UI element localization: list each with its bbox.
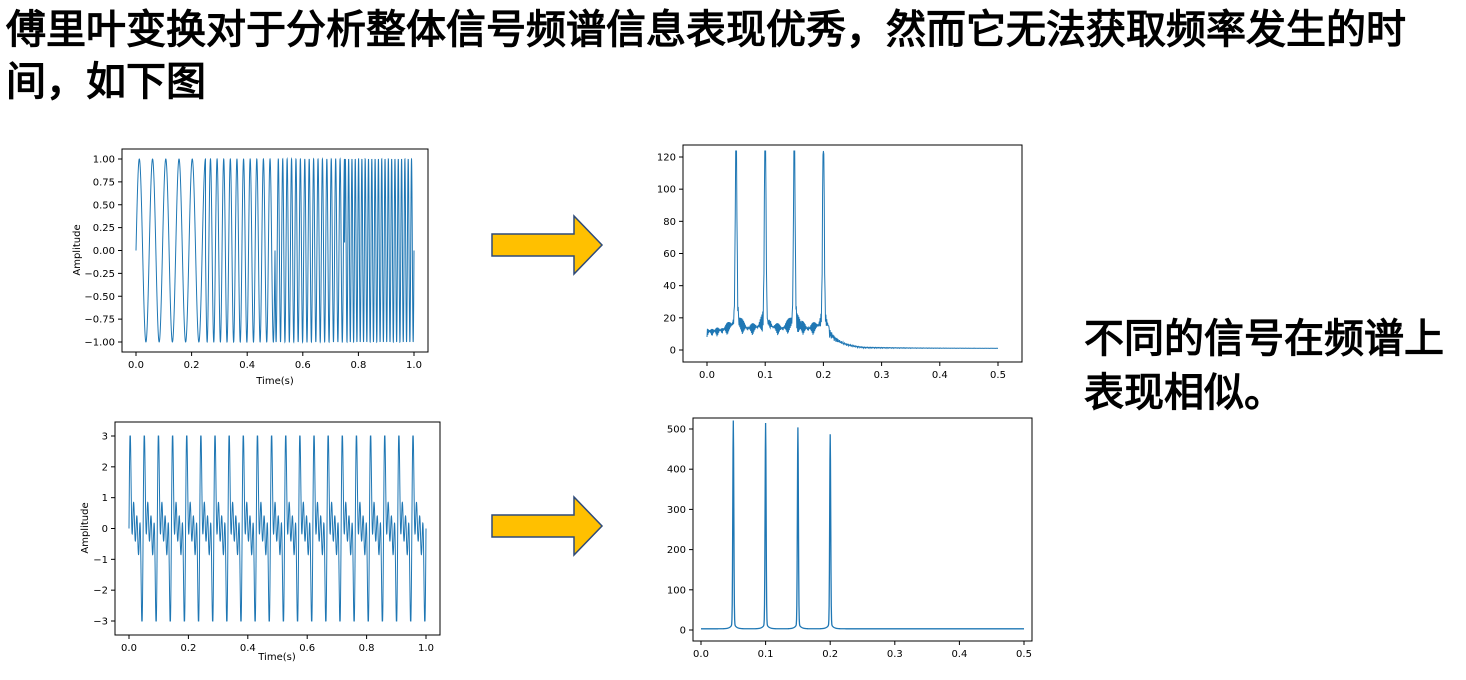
x-tick-label: 0.5 — [1016, 649, 1032, 660]
y-tick-label: 60 — [663, 249, 676, 260]
signal-plot-piecewise-svg: 1.00 0.75 0.50 0.25 0.00 −0.25 −0.50 −0.75 −1.00… — [72, 148, 429, 387]
y-tick-label: 20 — [663, 313, 676, 324]
spectrum-plot-b: 500 400 300 200 100 0 0.0 0.1 0.2 0.3 0.4 0.5 — [640, 412, 1040, 662]
x-tick-label: 1.0 — [418, 643, 434, 654]
x-tick-label: 0.8 — [359, 643, 375, 654]
right-arrow-icon — [491, 214, 604, 276]
y-tick-label: 1 — [102, 493, 108, 504]
y-tick-label: 0 — [102, 524, 108, 535]
x-tick-label: 0.4 — [240, 643, 256, 654]
x-tick-label: 0.0 — [128, 360, 144, 371]
y-tick-label: 200 — [667, 545, 686, 556]
y-tick-label: 300 — [667, 505, 686, 516]
x-tick-label: 0.6 — [295, 360, 311, 371]
x-tick-label: 0.8 — [350, 360, 366, 371]
x-tick-label: 0.3 — [874, 370, 890, 381]
y-tick-label: 40 — [663, 281, 676, 292]
y-tick-label: −0.25 — [84, 269, 115, 280]
signal-line — [135, 157, 415, 344]
signal-line — [128, 435, 427, 622]
plot-frame — [692, 417, 1033, 642]
x-tick-label: 0.2 — [822, 649, 838, 660]
x-tick-label: 0.2 — [180, 643, 196, 654]
y-tick-label: 3 — [102, 432, 108, 443]
y-tick-label: 1.00 — [93, 155, 115, 166]
spectrum-plot-b-svg: 500 400 300 200 100 0 0.0 0.1 0.2 0.3 0.4 0.5 — [667, 417, 1033, 660]
y-tick-label: 0.50 — [93, 200, 115, 211]
y-tick-label: −1.00 — [84, 338, 115, 349]
spectrum-line — [706, 150, 999, 350]
x-tick-label: 0.6 — [299, 643, 315, 654]
y-tick-label: 0.25 — [93, 223, 115, 234]
signal-plot-piecewise: 1.00 0.75 0.50 0.25 0.00 −0.25 −0.50 −0.75 −1.00… — [56, 140, 446, 400]
y-tick-label: 500 — [667, 425, 686, 436]
spectrum-plot-a: 120 100 80 60 40 20 0 0.0 0.1 0.2 0.3 0.4 0.5 — [640, 140, 1040, 385]
y-tick-label: 400 — [667, 465, 686, 476]
y-tick-label: 0.75 — [93, 177, 115, 188]
x-tick-label: 0.1 — [757, 370, 773, 381]
x-axis-label: Time(s) — [255, 376, 294, 387]
x-tick-label: 0.1 — [758, 649, 774, 660]
y-tick-label: −2 — [93, 586, 108, 597]
x-tick-label: 0.0 — [693, 649, 709, 660]
side-note: 不同的信号在频谱上表现相似。 — [1084, 316, 1444, 416]
plot-frame — [682, 144, 1023, 363]
y-axis-label: Amplitude — [72, 224, 83, 275]
y-tick-label: −0.75 — [84, 315, 115, 326]
spectrum-plot-a-svg: 120 100 80 60 40 20 0 0.0 0.1 0.2 0.3 0.4 0.5 — [657, 144, 1023, 381]
y-tick-label: 100 — [667, 585, 686, 596]
x-tick-label: 0.2 — [815, 370, 831, 381]
spectrum-line — [701, 420, 1024, 630]
right-arrow-icon — [491, 495, 604, 557]
x-tick-label: 0.3 — [887, 649, 903, 660]
slide-title: 傅里叶变换对于分析整体信号频谱信息表现优秀，然而它无法获取频率发生的时间，如下图 — [6, 7, 1406, 105]
x-tick-label: 0.4 — [951, 649, 967, 660]
y-tick-label: −3 — [93, 617, 108, 628]
x-tick-label: 1.0 — [406, 360, 422, 371]
x-tick-label: 0.0 — [699, 370, 715, 381]
y-tick-label: −1 — [93, 555, 108, 566]
signal-plot-combined-svg: 3 2 1 0 −1 −2 −3 0.0 0.2 0.4 0.6 0.8 1.0 Time(s) Am… — [80, 421, 441, 663]
signal-plot-combined: 3 2 1 0 −1 −2 −3 0.0 0.2 0.4 0.6 0.8 1.0 Time(s) Am… — [60, 418, 450, 673]
x-tick-label: 0.4 — [932, 370, 948, 381]
y-tick-label: 2 — [102, 462, 108, 473]
x-tick-label: 0.4 — [239, 360, 255, 371]
x-tick-label: 0.2 — [184, 360, 200, 371]
y-tick-label: 0 — [680, 626, 686, 637]
x-tick-label: 0.0 — [121, 643, 137, 654]
x-axis-label: Time(s) — [257, 652, 296, 663]
y-tick-label: 0.00 — [93, 246, 115, 257]
y-axis-label: Amplitude — [80, 502, 91, 553]
y-tick-label: 0 — [670, 346, 676, 357]
y-tick-label: 80 — [663, 217, 676, 228]
y-tick-label: −0.50 — [84, 292, 115, 303]
x-tick-label: 0.5 — [990, 370, 1006, 381]
y-tick-label: 120 — [657, 153, 676, 164]
y-tick-label: 100 — [657, 185, 676, 196]
